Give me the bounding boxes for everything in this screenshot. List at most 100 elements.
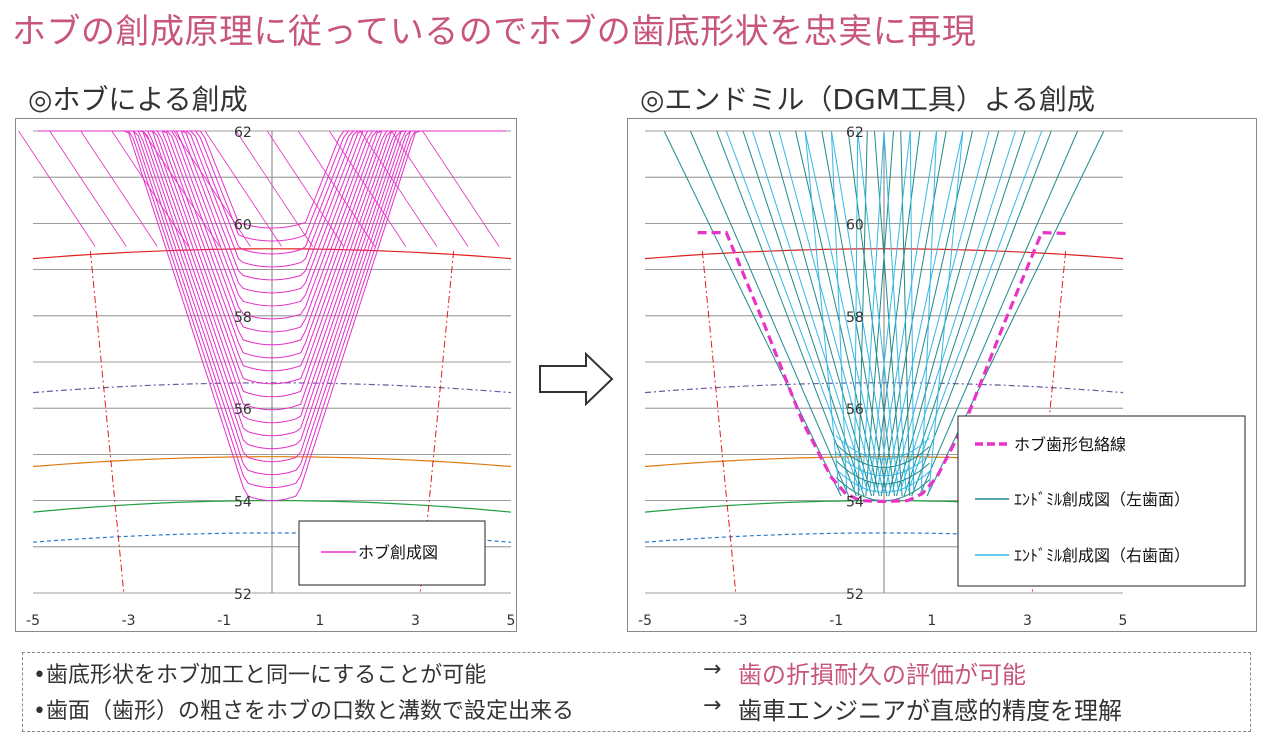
x-tick-label: 5 [507,613,516,629]
summary-arrow-2: → [703,693,722,718]
endmill-right-flank-line [920,130,938,492]
endmill-left-flank-line [911,130,1052,497]
summary-result-2: 歯車エンジニアが直感的精度を理解 [738,697,1122,725]
summary-line-2: •歯面（歯形）の粗さをホブの口数と溝数で設定出来る [33,699,574,724]
endmill-left-flank-line [689,130,850,497]
endmill-right-flank-line [884,130,964,492]
legend-label: ホブ歯形包絡線 [1014,435,1126,454]
x-tick-label: 3 [411,613,420,629]
hob-flank-line [204,130,282,247]
endmill-right-flank-line [725,130,861,492]
endmill-bottom-arc [835,468,930,493]
y-tick-label: 56 [234,402,252,418]
endmill-right-flank-line [804,130,840,492]
hob-flank-line [391,130,469,247]
right-arrow-icon [539,352,614,406]
endmill-bottom-arc [835,460,930,485]
hob-flank-line [80,130,158,247]
summary-line-1: •歯底形状をホブ加工と同一にすることが可能 [33,663,487,688]
hob-flank-line [173,130,251,247]
legend-label: ｴﾝﾄﾞﾐﾙ創成図（左歯面） [1014,490,1190,509]
hob-flank-line [266,130,345,247]
right-subtitle: ◎エンドミル（DGM工具）よる創成 [640,83,1096,116]
endmill-bottom-arc [835,443,930,468]
y-tick-label: 60 [846,217,864,233]
summary-box: •歯底形状をホブ加工と同一にすることが可能 → 歯の折損耐久の評価が可能 •歯面… [22,652,1251,732]
tip-circle-curve [32,248,512,260]
hob-flank-line [18,130,96,247]
base-circle-curve [32,532,512,543]
endmill-right-flank-line [857,130,899,492]
endmill-right-flank-line [752,130,869,492]
endmill-right-flank-line [861,130,885,492]
endmill-right-flank-line [804,130,884,492]
x-tick-label: 5 [1119,613,1128,629]
y-tick-label: 52 [846,587,864,603]
endmill-left-flank-line [795,130,880,497]
endmill-right-flank-line [892,130,990,492]
endmill-right-flank-line [907,130,1043,492]
page-title: ホブの創成原理に従っているのでホブの歯底形状を忠実に再現 [12,12,977,52]
hob-flank-line [329,130,407,247]
endmill-left-flank-line [918,130,1079,497]
x-tick-label: -5 [26,613,40,629]
hob-envelope-line [697,230,1071,504]
endmill-bottom-arc [835,435,930,460]
x-tick-label: -3 [122,613,136,629]
y-tick-label: 62 [234,125,252,141]
tip-circle-curve [644,248,1124,260]
x-tick-label: -1 [829,613,843,629]
endmill-right-flank-line [830,130,848,492]
endmill-right-flank-line [869,130,911,492]
x-tick-label: 3 [1023,613,1032,629]
y-tick-label: 60 [234,217,252,233]
hob-flank-line [360,130,438,247]
y-tick-label: 62 [846,125,864,141]
endmill-right-flank-line [909,130,915,492]
legend-box [298,520,486,586]
hob-flank-line [422,130,500,247]
legend-label: ｴﾝﾄﾞﾐﾙ創成図（右歯面） [1014,546,1190,565]
y-tick-label: 54 [234,495,252,511]
endmill-right-flank-line [928,130,964,492]
endmill-bottom-arc [835,452,930,477]
hob-chart: ホブ創成図 52 54 56 58 60 62 -5 -3 -1 1 3 5 [18,125,516,629]
endmill-right-flank-line [883,130,907,492]
x-tick-label: -3 [734,613,748,629]
endmill-right-flank-line [876,130,938,492]
x-tick-label: 1 [315,613,324,629]
endmill-left-flank-line [903,130,1026,497]
hob-flank-line [111,130,189,247]
hob-flank-line [235,130,313,247]
hob-profile-line [37,130,507,229]
hob-flank-line [142,130,220,247]
hob-flank-line [297,130,376,247]
y-tick-label: 56 [846,402,864,418]
y-tick-label: 58 [846,310,864,326]
pitch-circle-curve [32,382,512,394]
radial-line-left [701,251,737,594]
endmill-right-flank-line [778,130,876,492]
y-tick-label: 52 [234,587,252,603]
endmill-left-flank-line [716,130,857,497]
base-circle-curve [644,532,1124,543]
summary-result-1: 歯の折損耐久の評価が可能 [738,661,1026,689]
endmill-left-flank-line [900,130,911,496]
hob-chart-panel: ホブ創成図 52 54 56 58 60 62 -5 -3 -1 1 3 5 [15,118,517,632]
hob-flank-line [49,130,127,247]
endmill-right-flank-line [830,130,892,492]
legend-label-hob: ホブ創成図 [358,543,438,562]
radial-line-left [89,251,125,594]
endmill-right-flank-line [899,130,1016,492]
endmill-chart-panel: ホブ歯形包絡線 ｴﾝﾄﾞﾐﾙ創成図（左歯面） ｴﾝﾄﾞﾐﾙ創成図（右歯面） 52 54 5… [627,118,1257,632]
x-tick-label: -1 [217,613,231,629]
pitch-circle-curve [644,382,1124,394]
x-tick-label: -5 [638,613,652,629]
reference-circle-curve [32,456,512,468]
y-tick-label: 54 [846,495,864,511]
endmill-left-flank-line [663,130,842,497]
summary-arrow-1: → [703,657,722,682]
endmill-left-flank-line [857,130,868,496]
left-subtitle: ◎ホブによる創成 [28,83,248,116]
endmill-left-flank-line [926,130,1105,497]
